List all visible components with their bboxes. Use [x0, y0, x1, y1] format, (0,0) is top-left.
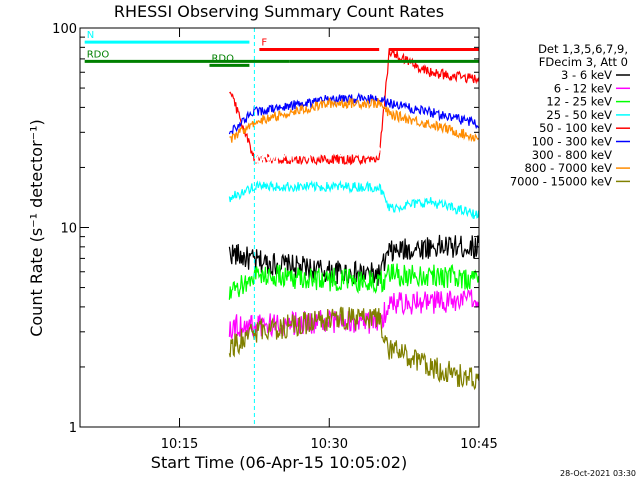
x-axis-label: Start Time (06-Apr-15 10:05:02): [151, 453, 407, 472]
legend-header-0: Det 1,3,5,6,7,9,: [538, 42, 628, 56]
flag-label-1: F: [261, 38, 267, 49]
legend-entry-7: 800 - 7000 keV: [524, 161, 612, 175]
flag-label-0: N: [87, 30, 94, 41]
chart-title: RHESSI Observing Summary Count Rates: [114, 2, 444, 21]
x-tick-label-2: 10:45: [460, 437, 497, 452]
legend-entry-4: 50 - 100 keV: [539, 121, 612, 135]
legend-entry-6: 300 - 800 keV: [532, 148, 612, 162]
legend-entry-2: 12 - 25 keV: [546, 95, 612, 109]
legend-entry-3: 25 - 50 keV: [546, 108, 612, 122]
timestamp: 28-Oct-2021 03:30: [560, 469, 636, 478]
flag-layer: N F RDO RDO: [84, 28, 479, 427]
series-line-7: [229, 97, 480, 143]
y-axis-label: Count Rate (s⁻¹ detector⁻¹): [27, 119, 46, 337]
series-line-1: [228, 289, 480, 340]
legend: Det 1,3,5,6,7,9,FDecim 3, Att 03 - 6 keV…: [510, 42, 630, 188]
axis-layer: 10:15 10:30 10:45 1 10 100: [52, 22, 498, 452]
x-tick-label-1: 10:30: [311, 437, 348, 452]
flag-label-3: RDO: [211, 53, 234, 64]
x-tick-label-0: 10:15: [161, 437, 198, 452]
series-layer: [228, 48, 480, 391]
legend-entry-8: 7000 - 15000 keV: [510, 174, 612, 188]
legend-entry-0: 3 - 6 keV: [561, 68, 612, 82]
series-line-5: [228, 92, 480, 135]
series-line-2: [228, 263, 480, 300]
flag-label-2: RDO: [87, 49, 110, 60]
y-tick-label-1: 10: [60, 222, 77, 237]
legend-entry-1: 6 - 12 keV: [554, 81, 612, 95]
y-tick-label-0: 1: [69, 421, 77, 436]
y-tick-label-2: 100: [52, 22, 77, 37]
series-line-8: [228, 306, 480, 391]
legend-entry-5: 100 - 300 keV: [532, 135, 612, 149]
series-line-6: [228, 145, 479, 177]
legend-header-1: FDecim 3, Att 0: [539, 55, 628, 69]
series-line-3: [228, 179, 480, 220]
